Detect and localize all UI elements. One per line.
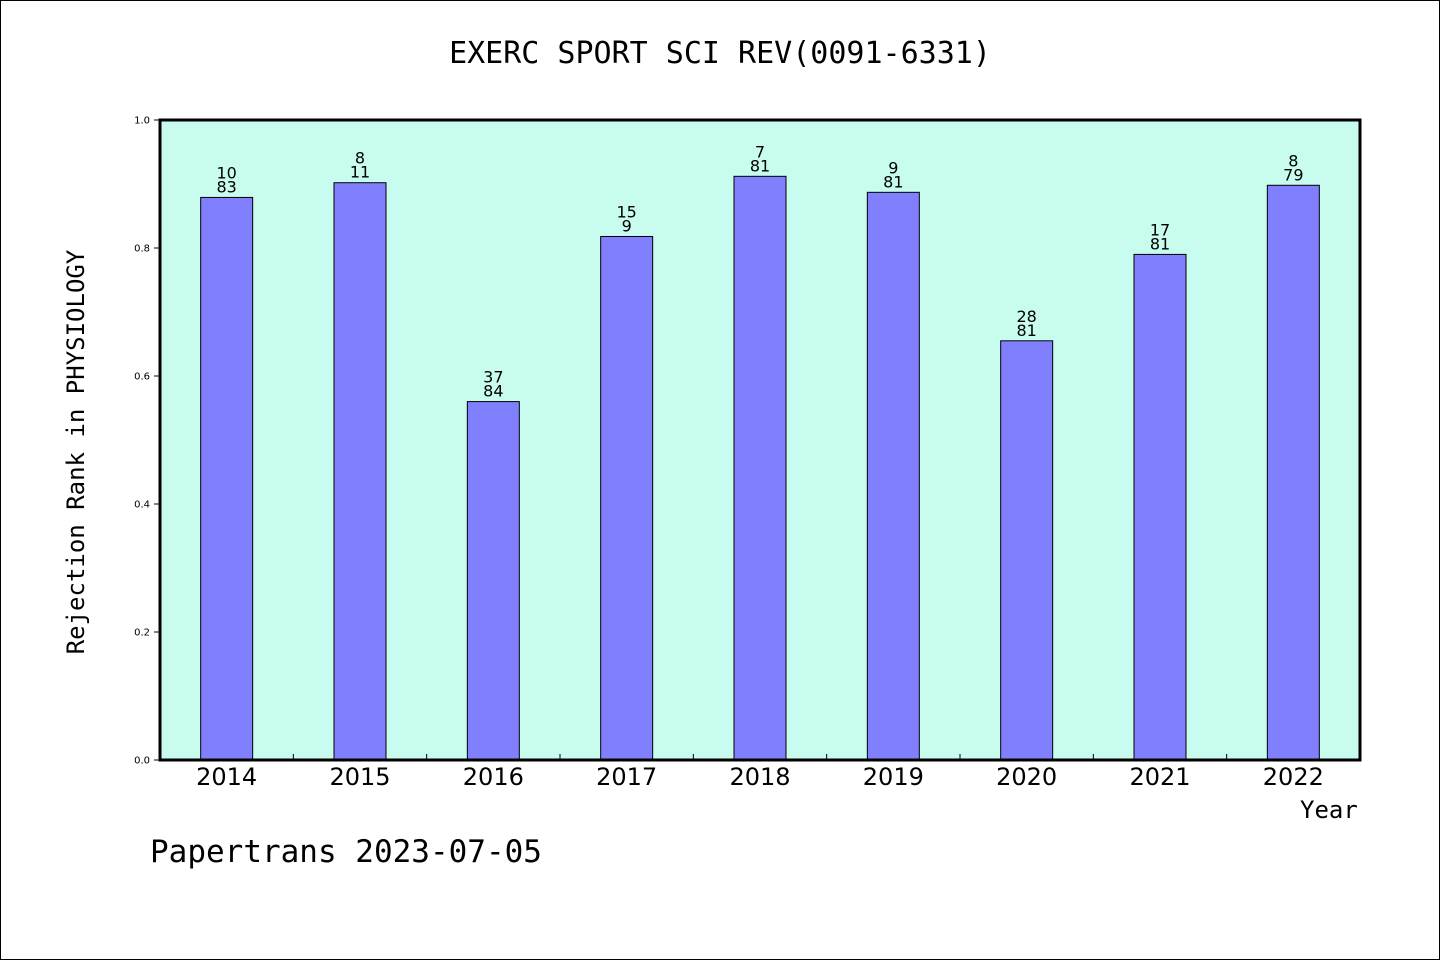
bar-total-label: 9: [622, 216, 632, 235]
bars: [200, 175, 1320, 761]
bar-total-label: 81: [750, 156, 770, 175]
bar-total-label: 84: [483, 382, 503, 401]
bar-total-label: 81: [1150, 234, 1170, 253]
y-tick-label: 0.2: [134, 628, 150, 639]
bar-rank-label: 28: [1016, 307, 1036, 326]
bar-total-label: 81: [1016, 321, 1036, 340]
bar-rank-label: 9: [888, 158, 898, 177]
x-tick-label: 2018: [729, 763, 790, 791]
bar-2019: [866, 191, 920, 761]
x-tick-label: 2020: [996, 763, 1057, 791]
bar-total-label: 11: [350, 163, 370, 182]
bar-2022: [1266, 184, 1320, 761]
x-tick-label: 2014: [196, 763, 257, 791]
x-axis-ticks: 2014 2015 2016 2017 2018 2019 2020 2021 2022: [196, 754, 1324, 791]
y-axis-ticks: 0.0 0.2 0.4 0.6 0.8 1.0: [134, 116, 160, 767]
bar-rank-label: 8: [355, 149, 365, 168]
x-tick-label: 2016: [463, 763, 524, 791]
y-tick-label: 1.0: [134, 116, 150, 127]
bar-total-label: 81: [883, 172, 903, 191]
bar-2016: [466, 401, 520, 761]
bar-rank-label: 7: [755, 142, 765, 161]
y-tick-label: 0.4: [134, 500, 150, 511]
x-tick-label: 2021: [1129, 763, 1190, 791]
bar-rank-label: 10: [216, 163, 236, 182]
bar-rank-label: 15: [616, 202, 636, 221]
x-tick-label: 2015: [329, 763, 390, 791]
bar-2020: [1000, 340, 1054, 761]
bar-2017: [600, 235, 654, 761]
y-tick-label: 0.6: [134, 372, 150, 383]
x-tick-label: 2022: [1263, 763, 1324, 791]
plot-border: [158, 118, 1362, 762]
x-tick-label: 2019: [863, 763, 924, 791]
bar-rank-label: 37: [483, 368, 503, 387]
bar-2021: [1133, 253, 1187, 761]
bar-2018: [733, 175, 787, 761]
x-tick-label: 2017: [596, 763, 657, 791]
bar-rank-label: 8: [1288, 151, 1298, 170]
bar-rank-label: 17: [1150, 220, 1170, 239]
bar-2015: [333, 182, 387, 761]
bar-total-label: 79: [1283, 165, 1303, 184]
y-tick-label: 0.8: [134, 244, 150, 255]
bar-2014: [200, 196, 254, 761]
bar-total-label: 83: [216, 177, 236, 196]
chart-title: EXERC SPORT SCI REV(0091-6331): [449, 36, 991, 71]
footer-credit: Papertrans 2023-07-05: [150, 834, 542, 870]
x-axis-label: Year: [1300, 796, 1358, 824]
y-tick-label: 0.0: [134, 756, 150, 767]
